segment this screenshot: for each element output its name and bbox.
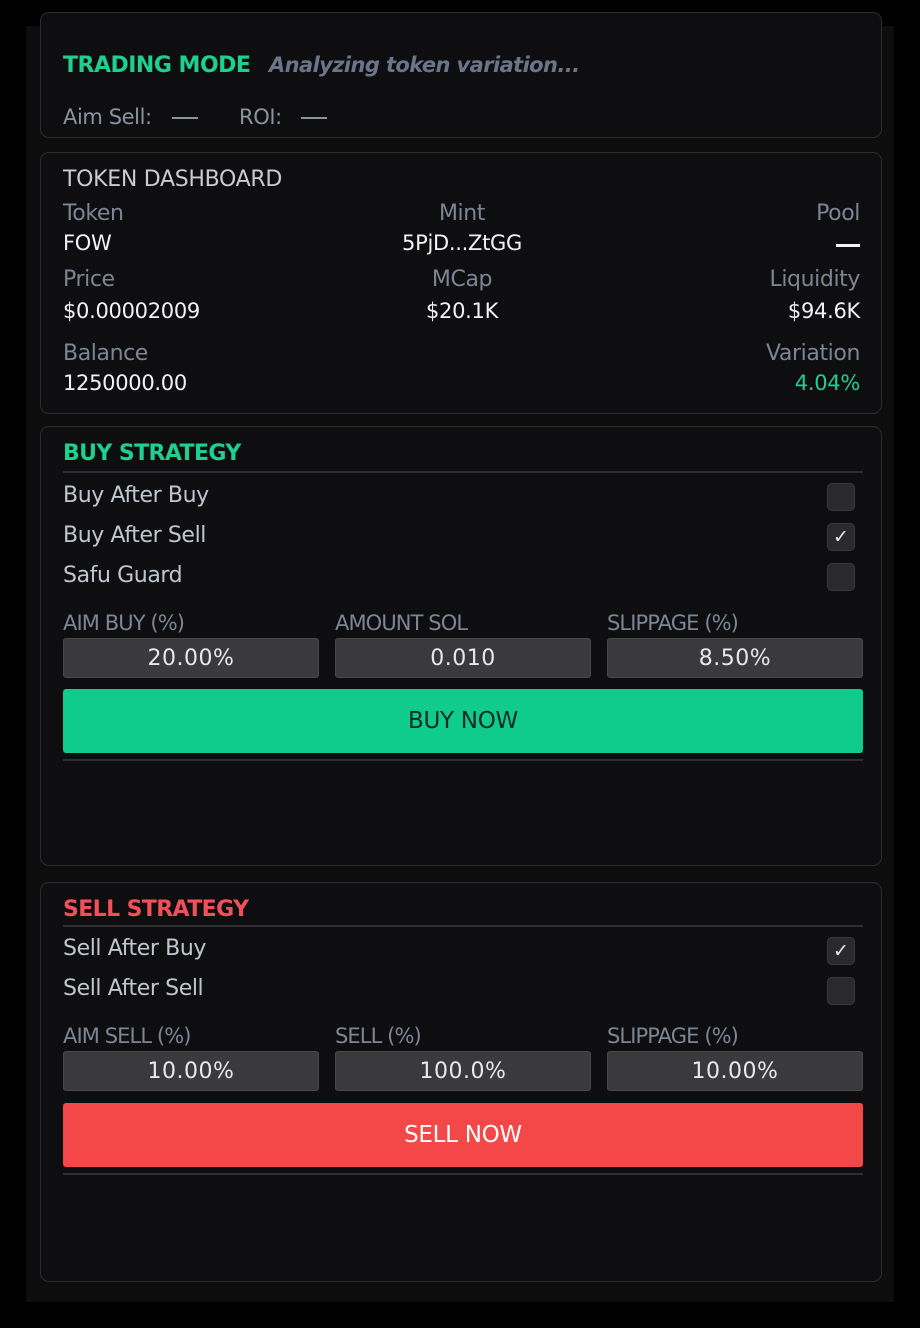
sell-strategy-panel: SELL STRATEGY Sell After Buy ✓ Sell Afte…	[40, 882, 882, 1282]
sell-after-buy-label: Sell After Buy	[63, 936, 206, 961]
token-value: FOW	[63, 231, 112, 255]
buy-slippage-input[interactable]: 8.50%	[607, 638, 863, 678]
variation-label: Variation	[765, 341, 860, 366]
sell-strategy-title: SELL STRATEGY	[63, 897, 249, 922]
sell-after-buy-checkbox[interactable]: ✓	[827, 937, 855, 965]
amount-sol-label: AMOUNT SOL	[335, 611, 468, 635]
price-value: $0.00002009	[63, 299, 200, 323]
aim-buy-input[interactable]: 20.00%	[63, 638, 319, 678]
divider	[63, 925, 863, 927]
sell-slippage-input[interactable]: 10.00%	[607, 1051, 863, 1091]
mint-value[interactable]: 5PjD...ZtGG	[402, 231, 522, 255]
pool-label: Pool	[816, 201, 860, 226]
sell-pct-label: SELL (%)	[335, 1024, 422, 1048]
checkmark-icon: ✓	[833, 525, 849, 548]
pool-value	[836, 244, 860, 247]
mcap-label: MCap	[431, 267, 493, 292]
trading-mode-status: Analyzing token variation...	[269, 53, 580, 77]
sell-now-button[interactable]: SELL NOW	[63, 1103, 863, 1167]
sell-pct-input[interactable]: 100.0%	[335, 1051, 591, 1091]
balance-label: Balance	[63, 341, 148, 366]
aim-sell-label: Aim Sell:	[63, 105, 152, 129]
liquidity-value: $94.6K	[787, 299, 860, 323]
liquidity-label: Liquidity	[769, 267, 860, 292]
buy-slippage-label: SLIPPAGE (%)	[607, 611, 739, 635]
trading-window: TRADING MODE Analyzing token variation..…	[26, 12, 894, 1302]
aim-sell-pct-label: AIM SELL (%)	[63, 1024, 191, 1048]
divider	[63, 471, 863, 473]
variation-value: 4.04%	[794, 371, 861, 395]
aim-buy-label: AIM BUY (%)	[63, 611, 185, 635]
amount-sol-input[interactable]: 0.010	[335, 638, 591, 678]
mcap-value: $20.1K	[425, 299, 499, 323]
token-label: Token	[63, 201, 124, 226]
sell-slippage-label: SLIPPAGE (%)	[607, 1024, 739, 1048]
buy-after-buy-checkbox[interactable]	[827, 483, 855, 511]
divider	[63, 759, 863, 761]
roi-value	[301, 117, 327, 119]
checkmark-icon: ✓	[833, 939, 849, 962]
sell-after-sell-label: Sell After Sell	[63, 976, 204, 1001]
token-dashboard-panel: TOKEN DASHBOARD Token FOW Mint 5PjD...Zt…	[40, 152, 882, 414]
sell-after-sell-checkbox[interactable]	[827, 977, 855, 1005]
dashboard-title: TOKEN DASHBOARD	[63, 167, 283, 192]
buy-now-button[interactable]: BUY NOW	[63, 689, 863, 753]
safu-guard-checkbox[interactable]	[827, 563, 855, 591]
buy-strategy-panel: BUY STRATEGY Buy After Buy Buy After Sel…	[40, 426, 882, 866]
buy-strategy-title: BUY STRATEGY	[63, 441, 241, 466]
roi-label: ROI:	[239, 105, 282, 129]
aim-sell-value	[172, 117, 198, 119]
price-label: Price	[63, 267, 115, 292]
trading-mode-panel: TRADING MODE Analyzing token variation..…	[40, 12, 882, 138]
aim-sell-input[interactable]: 10.00%	[63, 1051, 319, 1091]
divider	[63, 1173, 863, 1175]
buy-after-sell-label: Buy After Sell	[63, 523, 206, 548]
balance-value: 1250000.00	[63, 371, 187, 395]
safu-guard-label: Safu Guard	[63, 563, 183, 588]
trading-mode-label: TRADING MODE	[63, 53, 251, 78]
mint-label: Mint	[438, 201, 486, 226]
buy-after-sell-checkbox[interactable]: ✓	[827, 523, 855, 551]
buy-after-buy-label: Buy After Buy	[63, 483, 209, 508]
